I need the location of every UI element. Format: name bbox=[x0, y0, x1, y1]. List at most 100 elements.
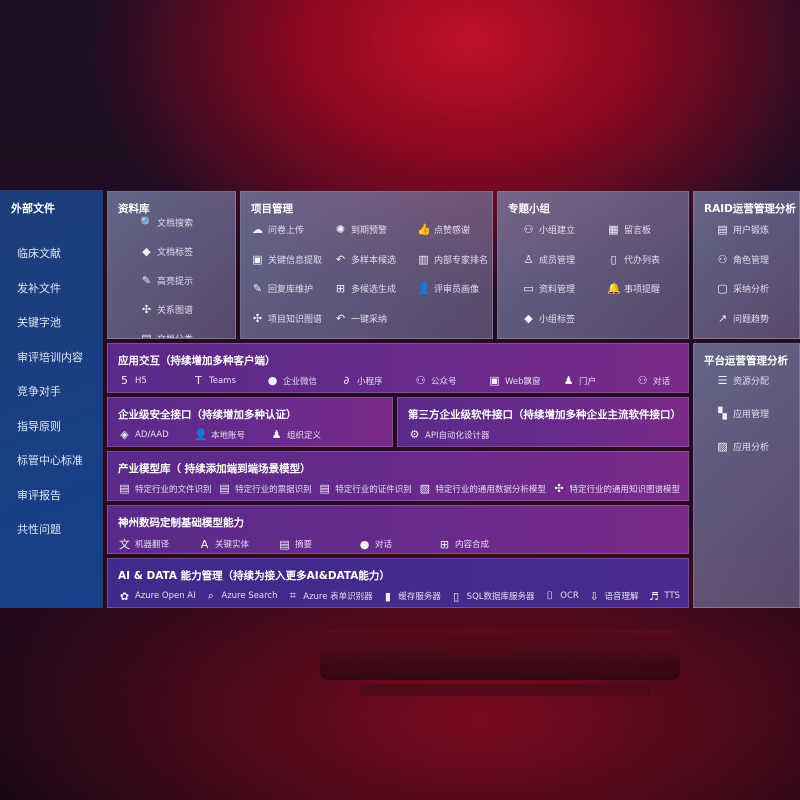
item-project-8[interactable]: 👤 评审员画像 bbox=[417, 282, 479, 295]
panel-title: 专题小组 bbox=[508, 203, 550, 215]
item-app-6[interactable]: ♟ 门户 bbox=[562, 374, 636, 387]
item-raid-1[interactable]: ⚇ 角色管理 bbox=[716, 253, 769, 266]
item-app-0[interactable]: 5 H5 bbox=[118, 374, 192, 387]
sidebar-item[interactable]: 临床文献 bbox=[17, 247, 61, 260]
item-project-4[interactable]: ↶ 多样本候选 bbox=[334, 253, 396, 266]
item-aidata-6[interactable]: ⇩ 语音理解 bbox=[588, 590, 638, 603]
user-add-icon: ♙ bbox=[523, 252, 534, 266]
sidebar-item[interactable]: 审评报告 bbox=[17, 488, 61, 502]
item-raid-0[interactable]: ▤ 用户锻炼 bbox=[716, 223, 769, 236]
item-label: 机器翻译 bbox=[135, 540, 170, 550]
item-app-4[interactable]: ⚇ 公众号 bbox=[414, 374, 488, 387]
item-custom-4[interactable]: ⊞ 内容合成 bbox=[438, 538, 518, 551]
item-app-3[interactable]: ∂ 小程序 bbox=[340, 374, 414, 387]
item-library-4[interactable]: ▤ 文档分类 bbox=[140, 332, 193, 339]
item-app-1[interactable]: T Teams bbox=[192, 374, 266, 387]
item-label: 应用分析 bbox=[733, 443, 770, 453]
item-project-0[interactable]: ☁ 问卷上传 bbox=[251, 223, 304, 236]
checklist-icon: ☰ bbox=[717, 374, 728, 387]
item-library-0[interactable]: 🔍 文档搜索 bbox=[140, 216, 193, 229]
item-platform-1[interactable]: ▚ 应用管理 bbox=[716, 407, 769, 420]
tag-icon: ◆ bbox=[142, 245, 151, 258]
item-label: 小程序 bbox=[357, 376, 383, 387]
item-aidata-2[interactable]: ⌗ Azure 表单识别器 bbox=[286, 589, 373, 603]
sidebar-item[interactable]: 审评培训内容 bbox=[17, 350, 83, 364]
doc-copy-icon: ▤ bbox=[141, 332, 152, 339]
item-group-5[interactable]: 🔔 事项提醒 bbox=[607, 282, 660, 295]
item-industry-1[interactable]: ▤ 特定行业的票据识别 bbox=[218, 482, 311, 495]
item-label: 留言板 bbox=[624, 226, 652, 236]
item-library-1[interactable]: ◆ 文档标签 bbox=[140, 245, 193, 258]
item-label: 事项提醒 bbox=[624, 285, 661, 295]
item-industry-2[interactable]: ▤ 特定行业的证件识别 bbox=[318, 482, 412, 495]
item-group-2[interactable]: ♙ 成员管理 bbox=[522, 253, 575, 266]
item-group-0[interactable]: ⚇ 小组建立 bbox=[522, 223, 575, 236]
item-security-1[interactable]: 👤 本地账号 bbox=[194, 428, 270, 441]
sidebar-item[interactable]: 关键字池 bbox=[17, 316, 61, 329]
item-group-1[interactable]: ▦ 留言板 bbox=[607, 223, 651, 236]
item-custom-1[interactable]: A 关键实体 bbox=[198, 538, 278, 551]
item-label: 问题趋势 bbox=[733, 314, 770, 325]
item-label: 资源分配 bbox=[733, 377, 770, 387]
item-label: SQL数据库服务器 bbox=[466, 592, 535, 602]
item-aidata-3[interactable]: ▮ 缓存服务器 bbox=[381, 590, 441, 603]
item-project-3[interactable]: ▣ 关键信息提取 bbox=[251, 253, 322, 266]
bell-icon: 🔔 bbox=[607, 282, 621, 295]
sidebar-item[interactable]: 标管中心标准 bbox=[17, 454, 83, 467]
sidebar-item[interactable]: 发补文件 bbox=[17, 281, 61, 295]
item-label: 缓存服务器 bbox=[398, 592, 441, 602]
item-label: 成员管理 bbox=[539, 255, 576, 266]
item-label: AD/AAD bbox=[135, 429, 169, 440]
cache-icon: ▮ bbox=[384, 589, 391, 603]
openai-icon: ✿ bbox=[119, 589, 130, 603]
item-group-4[interactable]: ▭ 资料管理 bbox=[522, 282, 575, 295]
item-aidata-0[interactable]: ✿ Azure Open AI bbox=[118, 590, 196, 603]
item-app-7[interactable]: ⚇ 对话 bbox=[636, 374, 688, 387]
item-library-3[interactable]: ✣ 关系图谱 bbox=[140, 303, 193, 316]
item-label: TTS bbox=[664, 591, 680, 601]
item-raid-2[interactable]: ▢ 采纳分析 bbox=[716, 282, 769, 295]
gear-icon: ⚙ bbox=[409, 428, 420, 441]
item-raid-3[interactable]: ↗ 问题趋势 bbox=[716, 312, 769, 325]
sidebar-item[interactable]: 竞争对手 bbox=[17, 385, 61, 398]
item-app-2[interactable]: ● 企业微信 bbox=[266, 374, 340, 387]
item-third-0[interactable]: ⚙ API自动化设计器 bbox=[408, 428, 518, 441]
item-platform-0[interactable]: ☰ 资源分配 bbox=[716, 374, 769, 387]
item-project-10[interactable]: ↶ 一键采纳 bbox=[334, 312, 387, 325]
item-label: 文档分类 bbox=[157, 332, 193, 338]
item-label: 多候选生成 bbox=[351, 285, 397, 295]
item-custom-2[interactable]: ▤ 摘要 bbox=[278, 538, 358, 551]
tts-icon: ♬ bbox=[648, 589, 659, 603]
item-industry-3[interactable]: ▧ 特定行业的通用数据分析模型 bbox=[418, 482, 546, 495]
item-project-5[interactable]: ▥ 内部专家排名 bbox=[417, 253, 488, 266]
item-industry-4[interactable]: ✣ 特定行业的通用知识图谱模型 bbox=[552, 482, 680, 495]
sidebar-item[interactable]: 指导原则 bbox=[17, 419, 61, 433]
portal-icon: ♟ bbox=[563, 374, 574, 387]
item-security-0[interactable]: ◈ AD/AAD bbox=[118, 428, 194, 441]
item-label: 对话 bbox=[653, 376, 671, 387]
item-project-9[interactable]: ✣ 项目知识图谱 bbox=[251, 312, 322, 325]
item-project-7[interactable]: ⊞ 多候选生成 bbox=[334, 282, 396, 295]
item-label: 企业微信 bbox=[283, 376, 318, 387]
sidebar-item[interactable]: 共性问题 bbox=[17, 523, 61, 536]
item-custom-3[interactable]: ● 对话 bbox=[358, 538, 438, 551]
folder-icon: ▭ bbox=[523, 282, 534, 295]
users-icon: ⚇ bbox=[415, 374, 426, 387]
item-app-5[interactable]: ▣ Web飘窗 bbox=[488, 374, 562, 387]
item-library-2[interactable]: ✎ 高亮提示 bbox=[140, 274, 193, 287]
item-aidata-7[interactable]: ♬ TTS bbox=[647, 590, 680, 603]
item-industry-0[interactable]: ▤ 特定行业的文件识别 bbox=[118, 482, 211, 495]
ocr-icon: ⌷ bbox=[546, 589, 554, 602]
item-aidata-4[interactable]: ▯ SQL数据库服务器 bbox=[450, 590, 535, 603]
item-custom-0[interactable]: 文机器翻译 bbox=[118, 536, 198, 552]
item-label: 小组建立 bbox=[539, 226, 576, 236]
item-group-6[interactable]: ◆ 小组标签 bbox=[522, 312, 575, 325]
item-aidata-5[interactable]: ⌷ OCR bbox=[543, 589, 578, 603]
item-project-6[interactable]: ✎ 回复库维护 bbox=[251, 282, 313, 295]
item-aidata-1[interactable]: ⌕ Azure Search bbox=[204, 589, 278, 603]
item-security-2[interactable]: ♟ 组织定义 bbox=[270, 428, 346, 441]
item-project-1[interactable]: ✺ 到期预警 bbox=[334, 223, 387, 236]
item-platform-2[interactable]: ▨ 应用分析 bbox=[716, 440, 769, 453]
item-group-3[interactable]: ▯ 代办列表 bbox=[607, 253, 660, 266]
item-project-2[interactable]: 👍 点赞感谢 bbox=[417, 223, 470, 236]
